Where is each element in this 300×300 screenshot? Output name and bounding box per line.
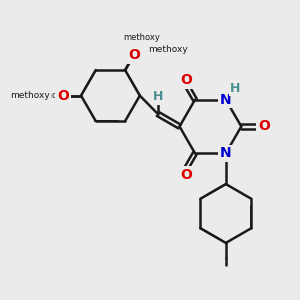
Text: O: O — [180, 73, 192, 87]
Text: methoxy: methoxy — [123, 33, 160, 42]
Text: H: H — [153, 90, 163, 104]
Text: O: O — [128, 47, 140, 61]
Text: N: N — [220, 93, 232, 107]
Text: methoxy: methoxy — [148, 45, 188, 54]
Text: H: H — [230, 82, 241, 94]
Text: O: O — [57, 88, 69, 103]
Text: O: O — [56, 88, 68, 103]
Text: N: N — [220, 146, 232, 160]
Text: methoxy: methoxy — [30, 91, 67, 100]
Text: O: O — [180, 168, 192, 182]
Text: O: O — [258, 119, 270, 134]
Text: methoxy: methoxy — [11, 91, 50, 100]
Text: O: O — [128, 48, 140, 62]
